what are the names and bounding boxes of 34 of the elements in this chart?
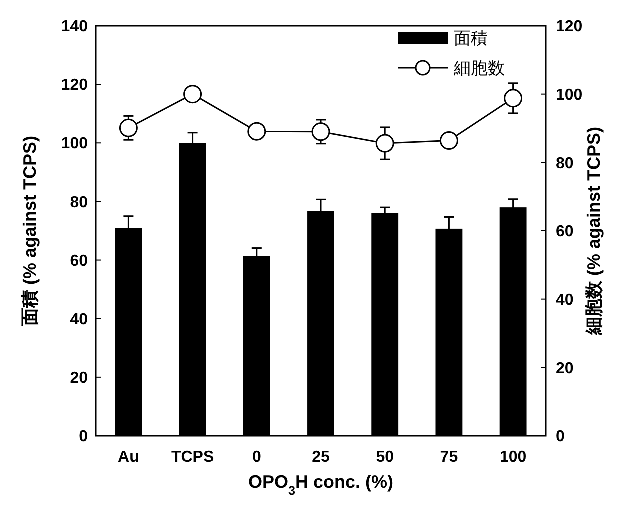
point xyxy=(248,122,266,141)
x-tick-label: 75 xyxy=(440,449,458,466)
x-tick-label: Au xyxy=(118,449,140,466)
point xyxy=(312,122,330,142)
point xyxy=(184,85,202,104)
y-tick-label: 40 xyxy=(70,311,88,328)
y2-axis-title: 細胞数 (% against TCPS) xyxy=(584,126,604,336)
y-tick-label: 60 xyxy=(70,252,88,270)
x-tick-label: 100 xyxy=(500,449,527,466)
x-tick-label: 50 xyxy=(376,449,394,466)
y-tick-label: 20 xyxy=(70,370,88,388)
point xyxy=(440,132,458,150)
y2-tick-label: 100 xyxy=(556,86,583,104)
point xyxy=(504,89,523,108)
point xyxy=(119,118,138,138)
legend-label: 細胞数 xyxy=(453,58,505,79)
y-tick-label: 80 xyxy=(70,194,88,212)
x-tick-label: TCPS xyxy=(171,449,214,466)
y2-tick-label: 120 xyxy=(556,18,583,36)
point xyxy=(376,134,394,153)
y-tick-label: 100 xyxy=(61,136,88,153)
legend-label: 面積 xyxy=(454,28,488,49)
y-axis-title: 面積 (% against TCPS) xyxy=(20,136,40,328)
y2-tick-label: 40 xyxy=(556,292,574,309)
y2-tick-label: 60 xyxy=(556,224,574,241)
x-tick-label: 25 xyxy=(312,449,330,466)
y-tick-label: 120 xyxy=(61,77,88,94)
y2-tick-label: 0 xyxy=(556,428,565,446)
y-tick-label: 140 xyxy=(61,18,88,36)
x-tick-label: 0 xyxy=(252,449,262,466)
y2-tick-label: 80 xyxy=(556,155,574,172)
y2-tick-label: 20 xyxy=(556,360,574,378)
x-axis-title: OPO$_{3}$H conc. (%) xyxy=(248,472,394,498)
y-tick-label: 0 xyxy=(79,428,88,446)
